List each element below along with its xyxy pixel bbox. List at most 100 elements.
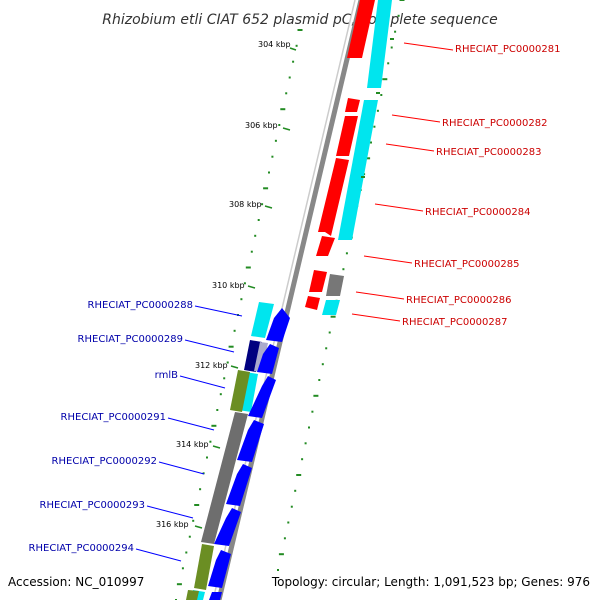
tick-mark	[223, 377, 226, 380]
tick-mark	[308, 426, 310, 429]
reverse-strand	[186, 302, 290, 600]
gene-arrow-forward[interactable]	[316, 236, 335, 256]
cds-band	[367, 0, 392, 88]
gene-label-reverse[interactable]: RHECIAT_PC0000292	[52, 456, 157, 467]
gene-arrow-reverse[interactable]	[214, 508, 241, 546]
gene-label-forward[interactable]: RHECIAT_PC0000285	[414, 259, 519, 270]
tick-mark	[382, 78, 388, 81]
kbp-tick: 312 kbp	[195, 361, 239, 370]
tick-mark	[278, 553, 284, 556]
gene-label-forward[interactable]: RHECIAT_PC0000286	[406, 295, 511, 306]
gene-arrow-reverse[interactable]	[226, 464, 252, 506]
cds-band	[251, 302, 274, 338]
gene-arrow-reverse-other[interactable]	[230, 370, 250, 412]
gene-arrow-reverse[interactable]	[266, 308, 290, 342]
tick-mark	[321, 363, 324, 366]
tick-mark	[288, 76, 291, 79]
gene-arrow-forward[interactable]	[345, 98, 360, 112]
tick-mark	[245, 266, 251, 269]
gene-arrow-forward[interactable]	[336, 116, 358, 156]
tick-mark	[176, 583, 182, 586]
map-title: Rhizobium etli CIAT 652 plasmid pC, comp…	[102, 12, 498, 28]
tick-mark	[250, 250, 253, 253]
gene-label-forward[interactable]: RHECIAT_PC0000282	[442, 118, 547, 129]
gene-arrow-reverse-other[interactable]	[254, 342, 268, 372]
topology-text: Topology: circular; Length: 1,091,523 bp…	[271, 575, 590, 589]
gene-arrow-forward[interactable]	[305, 296, 320, 310]
tick-mark	[261, 203, 264, 206]
tick-mark	[370, 141, 372, 144]
tick-mark	[188, 535, 191, 538]
tick-mark	[318, 379, 321, 381]
tick-mark	[304, 442, 307, 445]
tick-mark	[243, 282, 246, 285]
gene-label-reverse[interactable]: RHECIAT_PC0000293	[40, 500, 145, 511]
tick-mark	[330, 315, 336, 318]
tick-mark	[268, 171, 270, 174]
cds-band	[322, 300, 340, 315]
tick-mark	[325, 347, 328, 350]
gene-arrow-reverse[interactable]	[248, 376, 276, 418]
gene-arrow-reverse-other[interactable]	[201, 412, 248, 544]
tick-mark	[295, 44, 298, 47]
tick-mark	[297, 29, 303, 31]
tick-mark	[296, 474, 302, 476]
gene-arrow-forward[interactable]	[318, 158, 349, 236]
tick-mark	[278, 124, 281, 126]
kbp-tick-label: 312 kbp	[195, 361, 228, 370]
tick-mark	[294, 489, 297, 492]
backbone-outer-line	[216, 0, 364, 600]
tick-mark	[219, 393, 222, 396]
cds-band	[338, 100, 378, 240]
gene-arrow-reverse-other[interactable]	[194, 544, 214, 590]
kbp-tick: 304 kbp	[258, 40, 297, 51]
tick-mark	[365, 157, 371, 160]
tick-mark	[285, 92, 288, 95]
tick-mark	[254, 234, 257, 237]
tick-mark	[271, 155, 274, 158]
tick-mark	[240, 298, 243, 301]
gene-arrow-forward-other[interactable]	[326, 274, 344, 296]
tick-mark	[211, 424, 217, 427]
tick-mark	[274, 139, 277, 142]
gene-label-reverse[interactable]: RHECIAT_PC0000288	[88, 300, 193, 311]
tick-mark	[399, 0, 405, 1]
tick-mark	[257, 219, 260, 221]
gene-label-reverse[interactable]: RHECIAT_PC0000294	[29, 543, 134, 554]
tick-mark	[345, 252, 348, 255]
gene-label-reverse[interactable]: rmlB	[155, 370, 178, 381]
gene-arrow-forward[interactable]	[309, 270, 327, 292]
tick-mark	[290, 505, 293, 508]
tick-mark	[228, 345, 234, 348]
tick-mark	[194, 504, 200, 506]
gene-arrow-reverse[interactable]	[209, 592, 222, 600]
tick-mark	[185, 551, 188, 554]
gene-label-forward[interactable]: RHECIAT_PC0000284	[425, 207, 530, 218]
tick-mark	[206, 456, 208, 459]
gene-label-forward[interactable]: RHECIAT_PC0000281	[455, 44, 560, 55]
tick-mark	[181, 567, 184, 570]
tick-mark	[292, 60, 295, 63]
tick-mark	[313, 394, 319, 397]
tick-mark	[390, 46, 393, 49]
gene-label-reverse[interactable]: RHECIAT_PC0000291	[61, 412, 166, 423]
tick-mark	[202, 472, 205, 475]
tick-mark	[387, 62, 390, 65]
gene-label-forward[interactable]: RHECIAT_PC0000287	[402, 317, 507, 328]
gene-label-reverse[interactable]: RHECIAT_PC0000289	[78, 334, 183, 345]
gene-arrow-reverse[interactable]	[257, 344, 279, 374]
tick-mark	[192, 519, 195, 522]
gene-arrow-forward[interactable]	[347, 0, 375, 58]
tick-mark	[277, 569, 279, 571]
tick-mark	[397, 14, 400, 17]
kbp-ticks: 304 kbp 306 kbp 308 kbp 310 kbp 312 kbp …	[156, 40, 297, 529]
gene-arrow-reverse[interactable]	[208, 550, 231, 588]
reverse-gene-labels: RHECIAT_PC0000288 RHECIAT_PC0000289 rmlB…	[29, 300, 243, 562]
gene-label-forward[interactable]: RHECIAT_PC0000283	[436, 147, 541, 158]
gene-arrow-reverse[interactable]	[237, 420, 264, 462]
gene-arrow-reverse-other[interactable]	[186, 590, 199, 600]
tick-mark	[287, 521, 290, 524]
tick-mark	[226, 361, 229, 364]
